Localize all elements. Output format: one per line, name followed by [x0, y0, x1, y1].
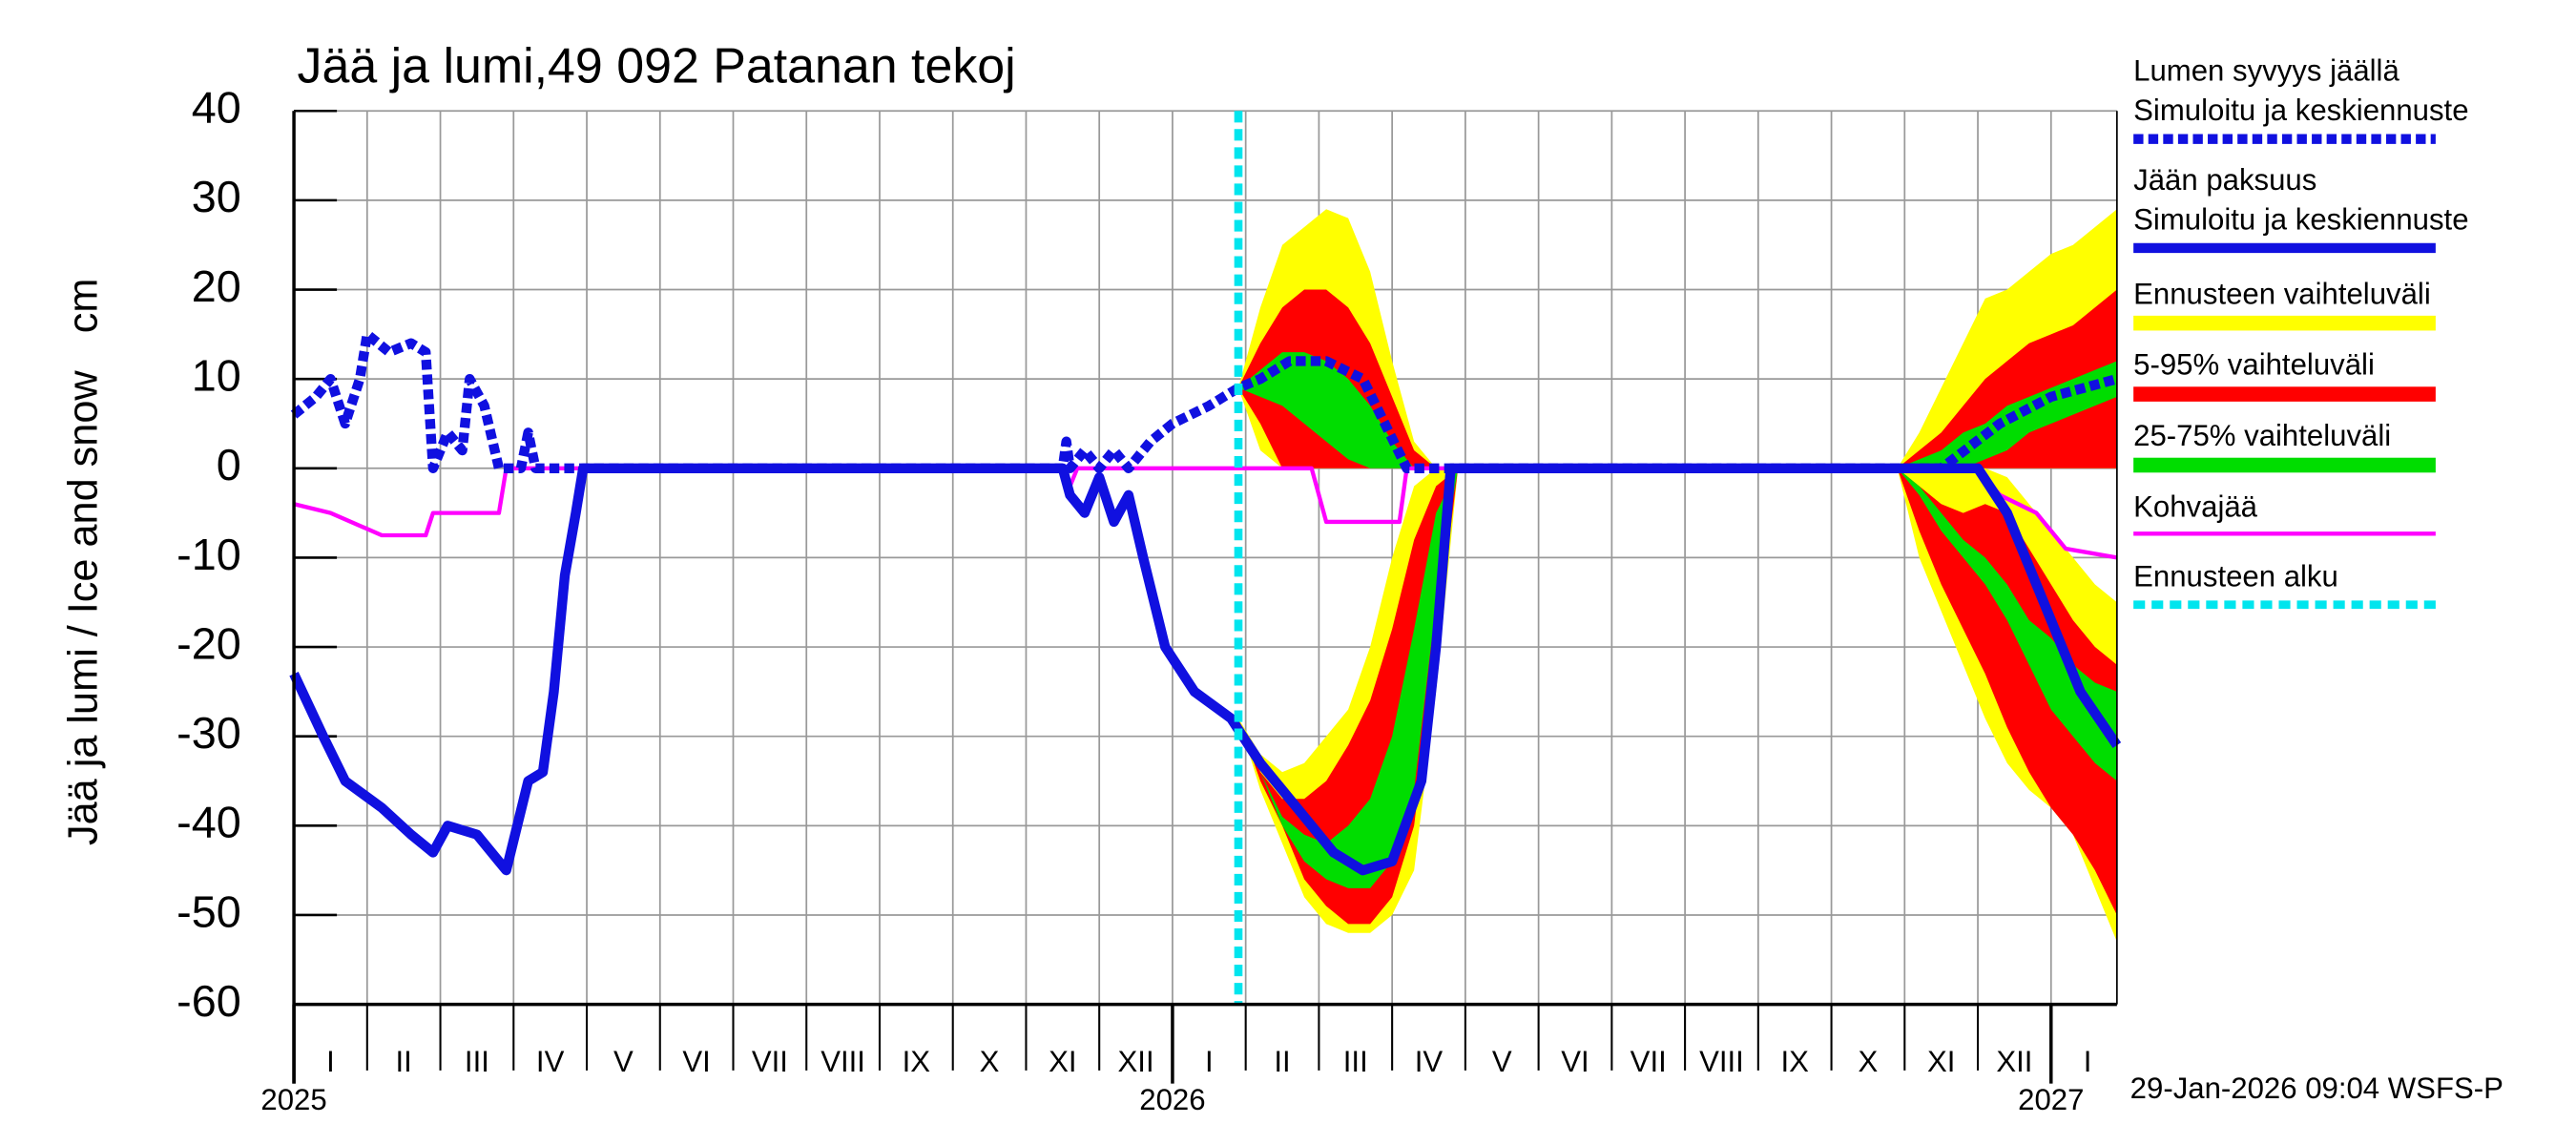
- range-band: [1897, 468, 2117, 915]
- month-label: VII: [1631, 1045, 1667, 1078]
- month-label: VIII: [1699, 1045, 1744, 1078]
- month-label: V: [1492, 1045, 1512, 1078]
- month-label: IX: [1780, 1045, 1809, 1078]
- range-band: [1897, 468, 2117, 781]
- y-tick-label: 20: [192, 261, 241, 311]
- y-axis-unit: cm: [60, 279, 106, 334]
- month-label: I: [2084, 1045, 2092, 1078]
- month-label: X: [1859, 1045, 1879, 1078]
- month-label: VIII: [821, 1045, 865, 1078]
- month-label: I: [1205, 1045, 1214, 1078]
- range-band: [1897, 289, 2117, 468]
- month-label: X: [980, 1045, 1000, 1078]
- legend-label: Kohvajää: [2133, 490, 2258, 524]
- year-label: 2025: [260, 1083, 326, 1116]
- y-tick-label: -30: [177, 708, 241, 758]
- y-tick-label: 40: [192, 83, 241, 133]
- y-tick-label: 10: [192, 350, 241, 400]
- month-label: IV: [536, 1045, 565, 1078]
- month-label: IV: [1415, 1045, 1444, 1078]
- month-label: VI: [1561, 1045, 1589, 1078]
- month-label: XI: [1927, 1045, 1955, 1078]
- legend-label: 25-75% vaihteluväli: [2133, 419, 2391, 452]
- series-line: [289, 463, 2122, 876]
- month-label: II: [1274, 1045, 1290, 1078]
- legend-swatch: [2133, 315, 2436, 331]
- month-label: III: [1343, 1045, 1368, 1078]
- y-tick-label: 30: [192, 172, 241, 221]
- y-tick-label: -40: [177, 798, 241, 847]
- y-tick-label: -10: [177, 530, 241, 579]
- month-label: I: [326, 1045, 335, 1078]
- chart-title: Jää ja lumi,49 092 Patanan tekoj: [298, 39, 1016, 94]
- y-tick-label: -60: [177, 976, 241, 1026]
- legend-label: Lumen syvyys jäällä: [2133, 54, 2399, 88]
- y-tick-label: -20: [177, 618, 241, 668]
- legend-label: Ennusteen alku: [2133, 559, 2338, 593]
- month-label: IX: [903, 1045, 931, 1078]
- legend-label: 5-95% vaihteluväli: [2133, 348, 2375, 382]
- month-label: III: [465, 1045, 489, 1078]
- y-tick-label: -50: [177, 886, 241, 936]
- month-label: VII: [752, 1045, 788, 1078]
- timestamp: 29-Jan-2026 09:04 WSFS-P: [2130, 1072, 2503, 1105]
- month-label: XI: [1049, 1045, 1076, 1078]
- month-label: XII: [1996, 1045, 2032, 1078]
- legend-label: Jään paksuus: [2133, 163, 2316, 197]
- month-label: VI: [682, 1045, 710, 1078]
- series-line: [290, 329, 2119, 473]
- legend-swatch: [2133, 457, 2436, 473]
- range-band: [1237, 352, 1459, 468]
- month-label: XII: [1118, 1045, 1154, 1078]
- year-label: 2027: [2018, 1083, 2084, 1116]
- legend-note: Simuloitu ja keskiennuste: [2133, 94, 2468, 127]
- month-label: II: [396, 1045, 412, 1078]
- legend-note: Simuloitu ja keskiennuste: [2133, 202, 2468, 236]
- month-label: V: [613, 1045, 634, 1078]
- y-tick-label: 0: [217, 440, 241, 489]
- year-label: 2026: [1139, 1083, 1205, 1116]
- y-axis-label: Jää ja lumi / Ice and snow: [60, 370, 106, 845]
- range-band: [1237, 468, 1459, 888]
- legend-label: Ennusteen vaihteluväli: [2133, 277, 2431, 310]
- legend-swatch: [2133, 386, 2436, 402]
